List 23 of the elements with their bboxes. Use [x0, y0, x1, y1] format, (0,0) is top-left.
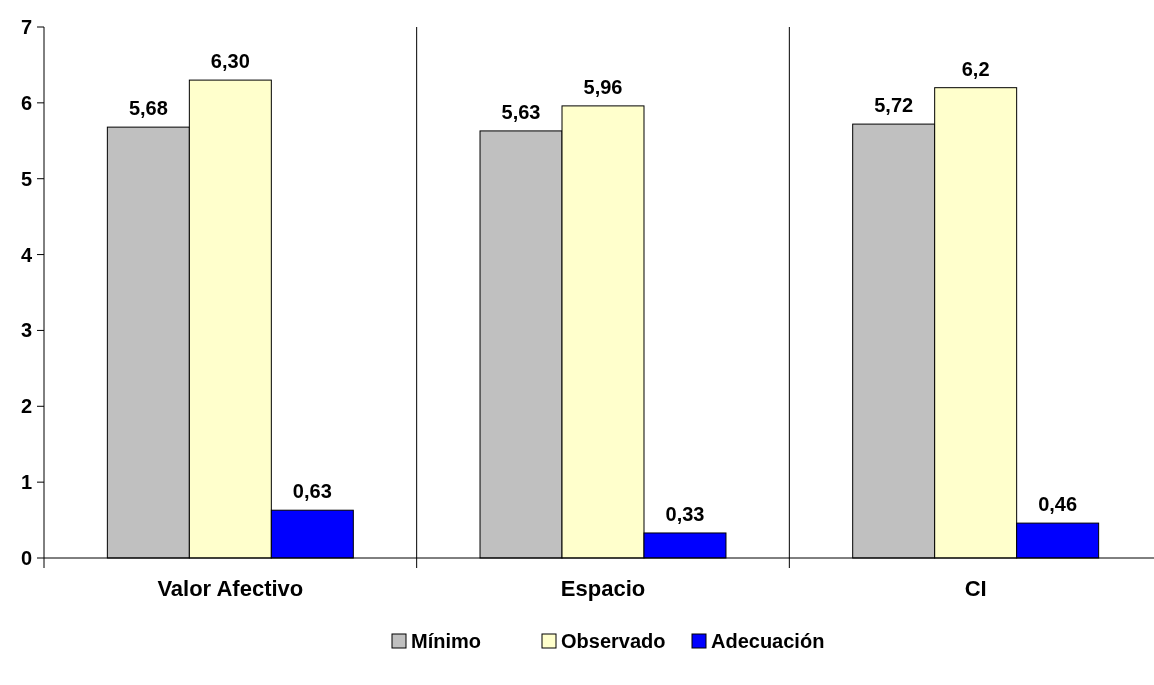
- y-tick-label: 2: [20, 395, 32, 418]
- legend-label: Observado: [561, 630, 666, 652]
- y-tick-label: 4: [20, 243, 33, 266]
- data-label: 0,33: [665, 502, 705, 525]
- y-tick-label: 5: [20, 167, 32, 190]
- data-label: 0,63: [292, 480, 332, 503]
- x-tick-label: Valor Afectivo: [157, 576, 304, 601]
- x-tick-label: CI: [964, 576, 987, 601]
- y-tick-label: 7: [20, 16, 32, 38]
- y-tick-label: 0: [20, 547, 32, 569]
- data-label: 6,2: [961, 57, 990, 80]
- y-tick-label: 6: [20, 91, 32, 114]
- y-tick-label: 3: [20, 319, 32, 342]
- legend-label: Adecuación: [711, 630, 825, 652]
- data-label: 5,63: [501, 100, 541, 123]
- x-tick-label: Espacio: [560, 576, 646, 601]
- y-tick-label: 1: [20, 471, 32, 494]
- data-label: 5,72: [874, 94, 914, 117]
- legend-label: Mínimo: [411, 630, 481, 652]
- data-label: 6,30: [210, 50, 250, 73]
- data-label: 5,68: [128, 97, 168, 120]
- data-label: 5,96: [583, 75, 623, 98]
- data-label: 0,46: [1038, 493, 1078, 516]
